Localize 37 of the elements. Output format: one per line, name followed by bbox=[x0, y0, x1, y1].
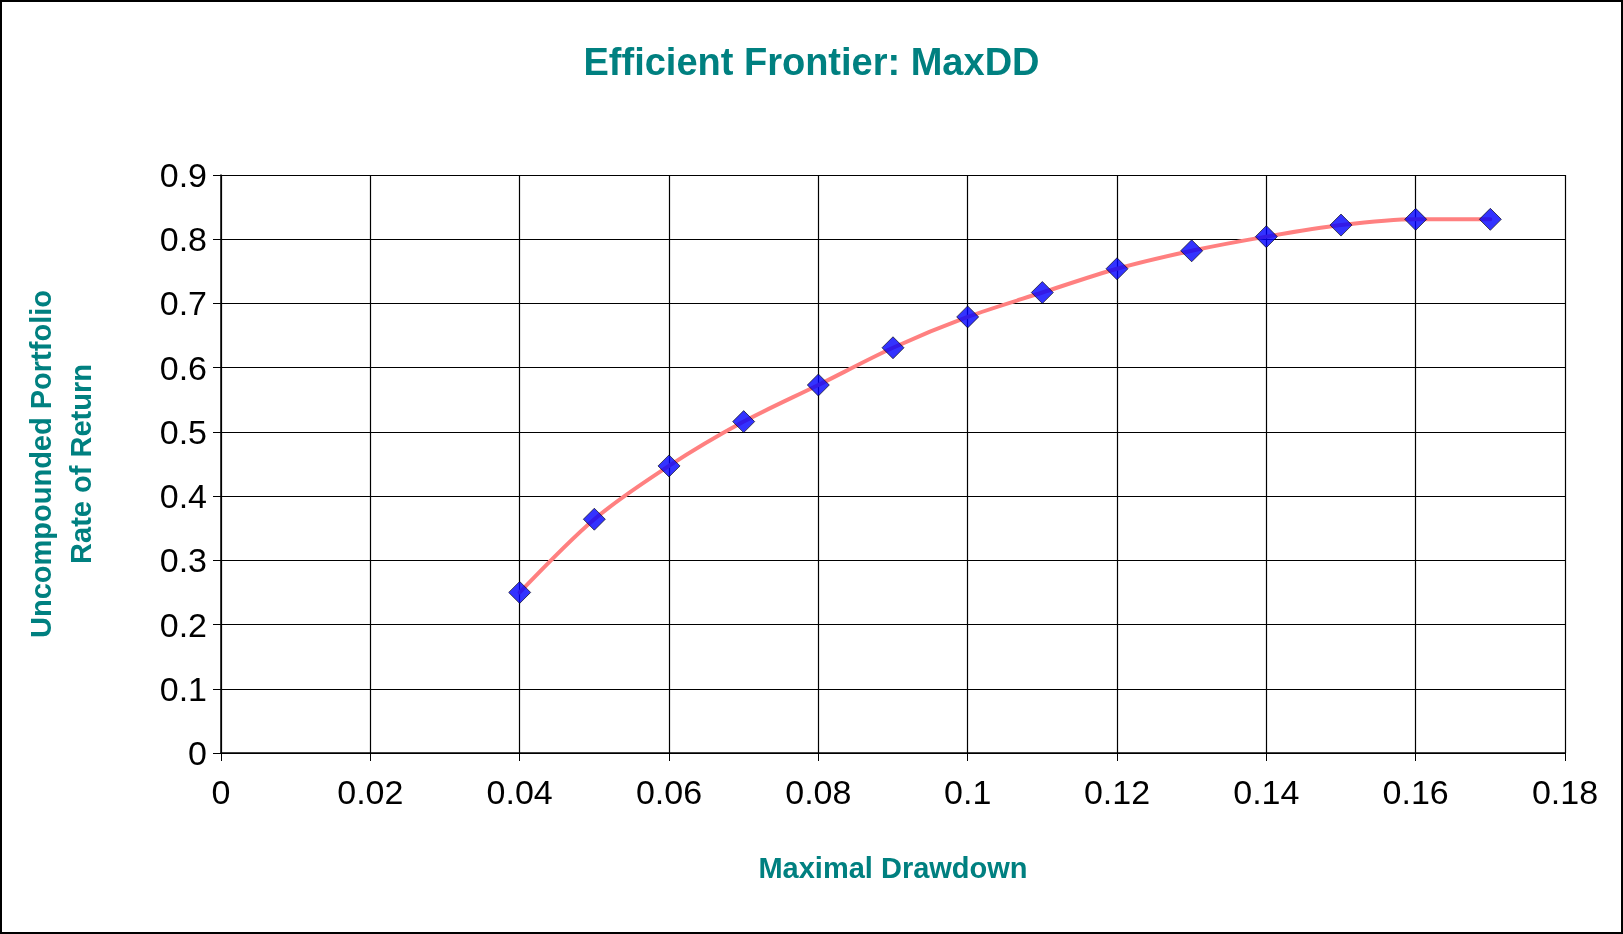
chart-title: Efficient Frontier: MaxDD bbox=[583, 41, 1040, 83]
point bbox=[1254, 225, 1278, 249]
point bbox=[1180, 239, 1204, 263]
y-axis-title: Uncompounded Portfolio Rate of Return bbox=[25, 290, 97, 638]
point bbox=[732, 410, 756, 434]
y-tick-label: 0.1 bbox=[159, 669, 207, 708]
y-tick-label: 0.5 bbox=[159, 412, 207, 451]
y-tick-label: 0.9 bbox=[159, 156, 207, 194]
y-tick-label: 0.7 bbox=[159, 284, 207, 323]
x-tick-label: 0.18 bbox=[1531, 773, 1599, 811]
x-tick-label: 0.02 bbox=[337, 773, 404, 811]
x-tick-label: 0 bbox=[211, 773, 231, 811]
x-tick-label: 0.12 bbox=[1083, 773, 1151, 811]
y-tick-label: 0.2 bbox=[159, 605, 207, 644]
y-tick-label: 0.8 bbox=[159, 220, 207, 259]
x-tick-label: 0.14 bbox=[1233, 773, 1300, 811]
point bbox=[1478, 207, 1502, 231]
point bbox=[1404, 207, 1428, 231]
y-tick-label: 0.4 bbox=[159, 477, 207, 516]
point bbox=[1105, 257, 1129, 281]
y-tick-label: 0.3 bbox=[159, 541, 207, 580]
y-tick-label: 0 bbox=[188, 734, 207, 772]
y-tick-label: 0.6 bbox=[159, 348, 207, 387]
point bbox=[657, 454, 681, 478]
point bbox=[1329, 213, 1353, 237]
point bbox=[956, 305, 980, 329]
point bbox=[1030, 281, 1054, 304]
point bbox=[582, 507, 606, 531]
point bbox=[881, 336, 905, 360]
point bbox=[806, 373, 830, 397]
x-tick-label: 0.1 bbox=[944, 773, 992, 811]
x-axis-title: Maximal Drawdown bbox=[758, 852, 1028, 884]
x-tick-label: 0.08 bbox=[785, 773, 852, 811]
x-tick-label: 0.16 bbox=[1382, 773, 1449, 811]
x-tick-label: 0.06 bbox=[635, 773, 703, 811]
x-tick-label: 0.04 bbox=[486, 773, 553, 811]
point bbox=[508, 581, 532, 604]
